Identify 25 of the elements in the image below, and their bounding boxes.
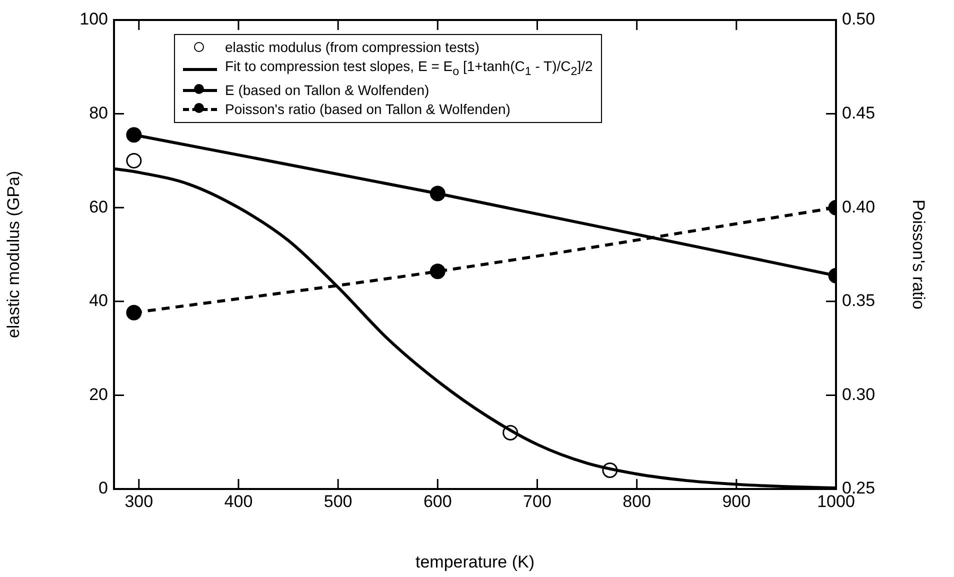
legend-label: Poisson's ratio (based on Tallon & Wolfenden) (225, 100, 510, 119)
x-tick-label: 600 (423, 492, 452, 511)
x-tick-label: 300 (124, 492, 154, 511)
y-tick-label: 40 (89, 291, 108, 310)
y2-tick-label: 0.40 (842, 197, 876, 216)
legend-label: Fit to compression test slopes, E = E$_{o}$ [1+tanh(C$_{1}$ - T)/C$_{2}$]/2 (225, 57, 593, 80)
legend-label: E (based on Tallon & Wolfenden) (225, 80, 430, 100)
x-tick-label: 800 (622, 492, 652, 511)
y-tick-label: 0 (98, 478, 108, 498)
y2-tick-label: 0.30 (842, 384, 876, 404)
x-tick-label: 400 (224, 492, 253, 511)
legend-label: elastic modulus (from compression tests) (225, 38, 480, 57)
y2-tick-label: 0.35 (842, 291, 876, 310)
y2-axis-title: Poisson's ratio (909, 199, 928, 310)
y-tick-label: 80 (89, 103, 108, 122)
x-tick-label: 900 (722, 492, 751, 511)
y2-tick-label: 0.45 (842, 103, 876, 122)
y-axis-title: elastic modulus (GPa) (4, 170, 23, 338)
y-tick-label: 60 (89, 197, 108, 216)
x-tick-label: 500 (324, 492, 352, 511)
y-tick-label: 100 (80, 10, 108, 29)
x-axis-title: temperature (K) (415, 552, 535, 572)
y2-tick-label: 0.50 (842, 10, 876, 29)
y-tick-label: 20 (89, 384, 108, 404)
x-tick-label: 700 (523, 492, 552, 511)
